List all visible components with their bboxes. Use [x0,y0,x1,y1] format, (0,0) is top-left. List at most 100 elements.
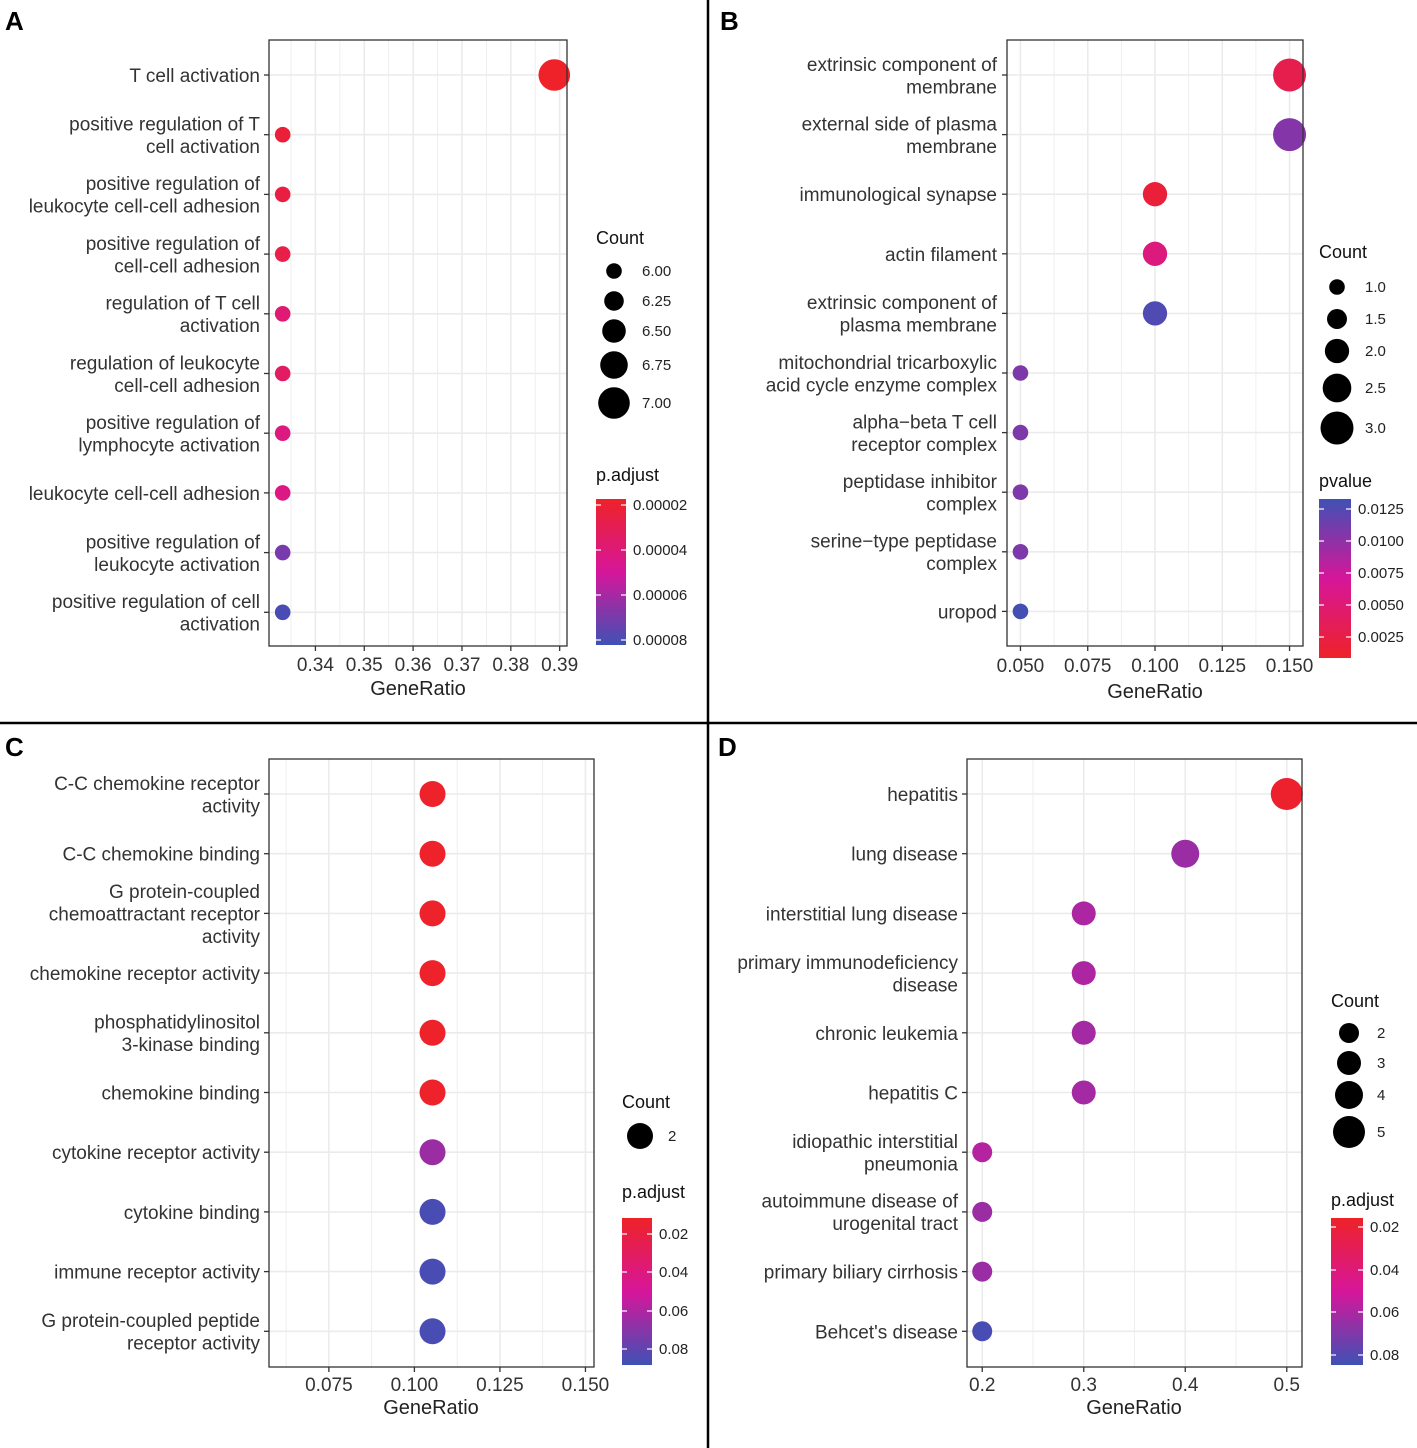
y-tick-label-line: complex [926,554,997,575]
y-tick-label: C-C chemokine receptor activity [54,774,261,818]
size-legend-key [627,1123,653,1149]
y-tick-label: immunological synapse [800,185,998,206]
y-tick-label: primary immunodeficiency disease [737,953,958,997]
y-tick-label: leukocyte cell-cell adhesion [29,484,260,505]
y-tick-label-line: chronic leukemia [815,1024,958,1045]
y-tick-label-line: positive regulation of [86,532,261,553]
y-tick-label: chemokine receptor activity [30,964,261,985]
gridlines [269,40,567,646]
data-point [274,365,291,382]
y-tick-label-line: positive regulation of T [69,114,260,135]
data-point [1012,603,1029,620]
y-tick-label-line: receptor activity [127,1334,261,1355]
data-point [274,306,291,322]
data-point [419,1079,446,1106]
data-point [274,186,291,203]
size-legend-title: Count [1319,242,1367,262]
x-axis-title: GeneRatio [383,1397,479,1419]
y-tick-label: peptidase inhibitor complex [843,472,998,516]
y-tick-label: lung disease [851,845,958,866]
y-tick-label-line: plasma membrane [840,316,997,337]
y-tick-label-line: alpha−beta T cell [852,412,997,433]
panel-letter: B [720,6,739,36]
y-tick-label: uropod [938,602,997,623]
y-tick-label: G protein-coupled chemoattractant recepto… [49,882,261,948]
x-tick-label: 0.3 [1071,1375,1097,1396]
x-tick-label: 0.2 [969,1375,995,1396]
size-legend-label: 2 [668,1128,676,1145]
size-legend-key [602,319,626,343]
gridlines [967,759,1302,1367]
colorbar-label: 0.00006 [633,587,687,604]
y-tick-label-line: cytokine receptor activity [52,1143,261,1164]
y-tick-label: idiopathic interstitial pneumonia [792,1132,958,1176]
size-legend-label: 2.5 [1365,380,1386,397]
y-tick-label: serine−type peptidase complex [811,532,998,576]
y-tick-label-line: peptidase inhibitor [843,472,998,493]
y-tick-label-line: phosphatidylinositol [94,1013,260,1034]
x-tick-label: 0.36 [395,655,432,676]
data-point [419,900,446,927]
y-tick-label: regulation of T cell activation [105,294,260,338]
y-tick-label-line: external side of plasma [802,114,998,135]
y-tick-label: immune receptor activity [54,1263,260,1284]
y-tick-label-line: Behcet's disease [815,1322,958,1343]
y-tick-label-line: immunological synapse [800,185,998,206]
y-tick-label: autoimmune disease of urogenital tract [762,1192,959,1236]
plot-border [268,39,568,647]
x-tick-label: 0.35 [346,655,383,676]
y-tick-label-line: cell activation [146,137,260,158]
colorbar-label: 0.08 [1370,1347,1399,1364]
y-tick-label: chronic leukemia [815,1024,958,1045]
x-axis-title: GeneRatio [1107,681,1203,703]
y-tick-label-line: G protein-coupled [109,882,260,903]
colorbar-label: 0.0100 [1358,533,1404,550]
y-tick-label-line: activation [180,316,260,337]
y-tick-label-line: lung disease [851,845,958,866]
size-legend-key [1339,1023,1359,1043]
y-tick-label: Behcet's disease [815,1322,958,1343]
y-tick-label: C-C chemokine binding [63,845,261,866]
data-point [1012,544,1029,560]
y-tick-label-line: extrinsic component of [807,55,998,76]
colorbar-label: 0.02 [659,1226,688,1243]
y-tick-label-line: regulation of T cell [105,294,260,315]
x-tick-label: 0.4 [1172,1375,1199,1396]
color-legend-title: p.adjust [596,465,659,485]
size-legend-title: Count [596,228,644,248]
colorbar-label: 0.00004 [633,542,687,559]
plot-border [268,758,595,1368]
panel-a: A T cell activation positive regulation of… [5,6,687,700]
x-tick-label: 0.100 [1131,656,1179,677]
panel-letter: D [718,732,737,762]
x-tick-label: 0.37 [443,655,480,676]
size-legend-label: 1.0 [1365,279,1386,296]
size-legend-key [600,351,628,379]
y-tick-label-line: chemokine binding [102,1084,260,1105]
y-tick-label-line: cell-cell adhesion [114,256,260,277]
colorbar [1319,499,1351,658]
y-tick-label-line: positive regulation of [86,413,261,434]
data-point [419,1198,446,1225]
y-tick-label-line: lymphocyte activation [78,435,260,456]
y-tick-label: cytokine binding [124,1203,260,1224]
data-point [972,1321,993,1342]
size-legend-key [1335,1081,1363,1109]
size-legend-key [1337,1051,1361,1075]
y-tick-label-line: pneumonia [864,1154,958,1175]
plot-border [1006,39,1304,647]
data-point [1071,961,1096,986]
y-tick-label-line: chemoattractant receptor [49,904,261,925]
size-legend-label: 3.0 [1365,420,1386,437]
gridlines [269,759,594,1367]
colorbar-label: 0.0025 [1358,629,1404,646]
y-tick-label-line: interstitial lung disease [766,904,958,925]
y-tick-label-line: hepatitis [887,785,958,806]
data-point [1012,424,1029,441]
y-tick-label: mitochondrial tricarboxylic acid cycle en… [766,353,998,397]
y-tick-label-line: T cell activation [129,66,260,87]
y-tick-label: hepatitis [887,785,958,806]
y-tick-label-line: activity [202,796,261,817]
